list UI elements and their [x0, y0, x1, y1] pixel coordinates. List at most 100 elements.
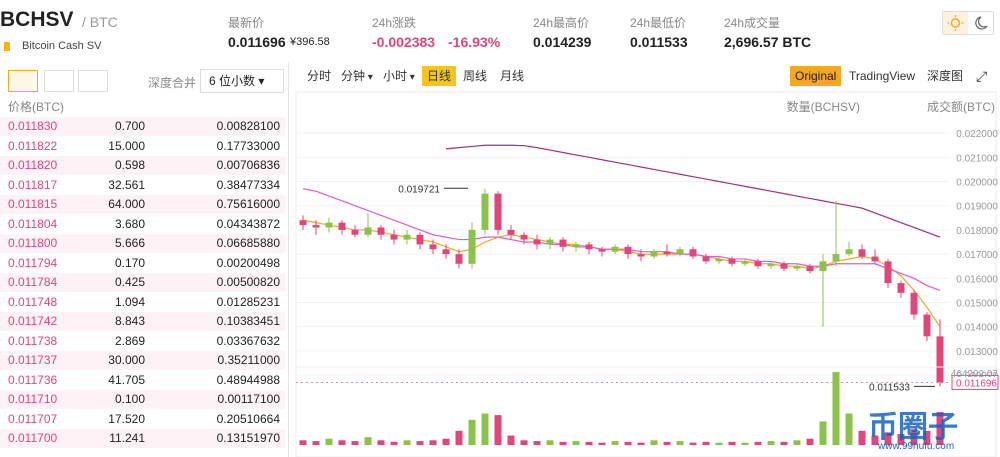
symbol: BCHSV — [0, 8, 74, 31]
volume-bar — [494, 415, 502, 445]
volume-bar — [858, 430, 866, 445]
volume-bar — [299, 440, 307, 445]
candle-body — [780, 263, 788, 269]
ask-total: 0.75616000 — [216, 197, 280, 211]
volume-bar — [429, 440, 437, 445]
moving-average — [445, 144, 941, 238]
volume-bar — [780, 441, 788, 445]
ask-price: 0.011804 — [8, 216, 58, 231]
high-annotation: 0.019721 — [398, 184, 440, 195]
candle-body — [624, 246, 632, 255]
candle-body — [585, 244, 593, 250]
volume-bar — [897, 433, 905, 445]
volume-bar — [546, 440, 554, 445]
ask-amount: 0.100 — [114, 392, 145, 406]
candle-body — [559, 239, 567, 247]
ask-amount: 2.869 — [114, 333, 145, 348]
stat-label: 24h成交量 — [724, 16, 781, 30]
orderbook-panel — [0, 62, 289, 457]
moving-average — [302, 219, 941, 328]
candle-body — [351, 229, 359, 235]
view-btn[interactable]: TradingView — [849, 69, 916, 83]
candle-body — [793, 266, 801, 269]
order-row: 0.011742 8.843 0.10383451 — [0, 312, 285, 331]
stat-label: 24h最高价 — [533, 16, 590, 30]
precision-select[interactable]: 6 位小数 ▾ — [200, 69, 284, 93]
depth-buy-btn[interactable] — [44, 70, 74, 92]
volume-bar — [416, 441, 424, 445]
candle-body — [923, 314, 931, 337]
ask-amount: 17.520 — [108, 411, 145, 426]
view-btn[interactable]: Original — [790, 66, 842, 86]
candle-body — [728, 258, 736, 264]
ask-price: 0.011800 — [8, 236, 58, 250]
period-btn[interactable]: 月线 — [500, 69, 525, 83]
y-tick-label: 0.018000 — [956, 226, 998, 237]
candle-body — [520, 234, 528, 240]
volume-bar — [845, 413, 853, 445]
candle-body — [364, 227, 372, 235]
candle-body — [403, 234, 411, 240]
candle-body — [819, 261, 827, 272]
volume-bar — [884, 432, 892, 445]
volume-bar — [728, 441, 736, 445]
y-tick-label: 0.019000 — [956, 202, 998, 213]
volume-bar — [663, 441, 671, 445]
period-btn[interactable]: 分时 — [307, 69, 332, 83]
volume-bar — [585, 441, 593, 445]
ask-amount: 3.680 — [114, 216, 145, 231]
theme-toggle[interactable] — [942, 11, 994, 35]
candle-body — [910, 292, 918, 315]
volume-bar — [364, 437, 372, 445]
volume-bar — [715, 442, 723, 445]
order-row: 0.011822 15.000 0.17733000 — [0, 136, 285, 156]
order-row: 0.011784 0.425 0.00500820 — [0, 273, 285, 292]
volume-bar — [702, 441, 710, 445]
candle-body — [429, 244, 437, 250]
ask-total: 0.35211000 — [217, 353, 280, 367]
view-btn[interactable]: 深度图 — [927, 69, 964, 83]
candle-body — [390, 234, 398, 240]
order-row: 0.011817 32.561 0.38477334 — [0, 175, 285, 195]
ask-amount: 1.094 — [114, 294, 145, 309]
candle-body — [715, 258, 723, 262]
ask-amount: 0.425 — [114, 275, 145, 289]
stat-extra: -16.93% — [448, 34, 501, 50]
coin-icon — [4, 42, 10, 51]
candle-body — [312, 225, 320, 228]
volume-bar — [819, 421, 827, 445]
order-row: 0.011707 17.520 0.20510664 — [0, 409, 285, 429]
volume-bar — [923, 430, 931, 445]
ask-amount: 11.241 — [109, 431, 145, 445]
ask-price: 0.011815 — [8, 197, 58, 211]
period-btn[interactable]: 周线 — [463, 69, 488, 83]
ask-price: 0.011707 — [8, 411, 58, 426]
column-header: 成交额(BTC) — [927, 100, 995, 114]
y-tick-label: 0.022000 — [956, 129, 998, 140]
candle-body — [936, 336, 944, 383]
ask-price: 0.011742 — [8, 314, 58, 328]
ask-price: 0.011794 — [8, 255, 58, 270]
ask-price: 0.011748 — [8, 294, 58, 309]
depth-both-btn[interactable] — [8, 70, 38, 92]
stat-label: 24h涨跌 — [372, 16, 417, 30]
last-price-box — [951, 374, 999, 390]
candle-body — [676, 249, 684, 255]
volume-bar — [936, 411, 944, 445]
period-btn[interactable]: 日线 — [422, 66, 457, 86]
y-tick-label: 0.016000 — [956, 274, 998, 285]
ask-amount: 15.000 — [108, 138, 145, 153]
candle-body — [845, 249, 853, 255]
volume-bar — [481, 413, 489, 445]
depth-sell-btn[interactable] — [78, 70, 108, 92]
period-btn[interactable]: 小时 — [378, 66, 420, 86]
fullscreen-btn[interactable]: ⤢ — [976, 68, 988, 84]
y-tick-label: 0.021000 — [956, 153, 998, 164]
candle-body — [754, 261, 762, 267]
order-row: 0.011700 11.241 0.13151970 — [0, 429, 285, 448]
candle-body — [702, 256, 710, 262]
watermark-url: www.99hufu.com — [878, 441, 955, 452]
ask-total: 0.01285231 — [216, 294, 280, 309]
column-header: 价格(BTC) — [8, 100, 64, 114]
period-btn[interactable]: 分钟 — [336, 66, 378, 86]
